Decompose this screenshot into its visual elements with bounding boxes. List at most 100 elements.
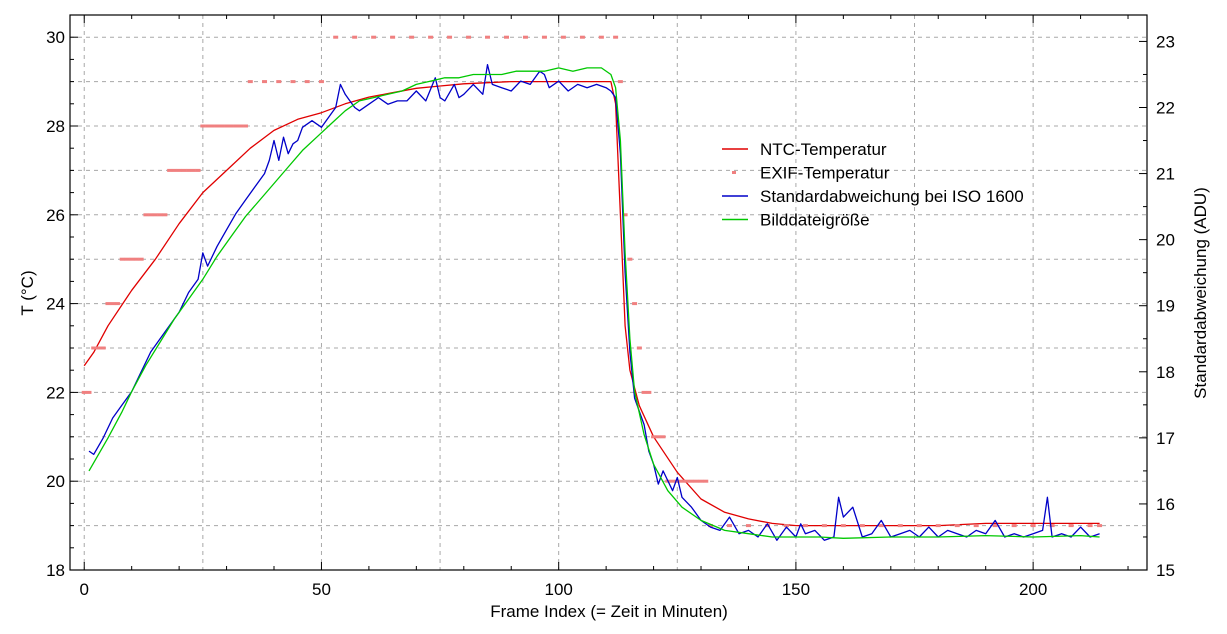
data-point: [176, 168, 182, 172]
data-point: [636, 346, 642, 350]
data-point: [617, 80, 623, 84]
data-point: [181, 168, 187, 172]
y-right-tick-label: 20: [1156, 231, 1175, 250]
data-point: [148, 213, 154, 217]
data-point: [243, 124, 249, 128]
data-point: [228, 124, 234, 128]
legend-label: NTC-Temperatur: [760, 140, 887, 159]
y-right-tick-label: 19: [1156, 297, 1175, 316]
data-point: [124, 257, 130, 261]
data-point: [81, 390, 87, 394]
data-point: [290, 80, 296, 84]
series-3-line: [88, 63, 1100, 541]
data-point: [655, 435, 661, 439]
data-point: [100, 346, 106, 350]
data-point: [371, 35, 377, 39]
y-axis-left-title: T (°C): [18, 270, 37, 315]
data-point: [821, 524, 827, 528]
legend-label: Standardabweichung bei ISO 1600: [760, 187, 1024, 206]
data-point: [233, 124, 239, 128]
grid: [70, 15, 1147, 571]
data-point: [698, 479, 704, 483]
data-point: [1097, 524, 1103, 528]
data-point: [157, 213, 163, 217]
y-right-tick-label: 23: [1156, 32, 1175, 51]
data-point: [598, 35, 604, 39]
plot-frame: [69, 14, 1148, 571]
data-point: [802, 524, 808, 528]
data-point: [859, 524, 865, 528]
data-point: [95, 346, 101, 350]
data-point: [954, 524, 960, 528]
plot-area: [81, 35, 1103, 541]
data-point: [466, 35, 472, 39]
data-point: [693, 479, 699, 483]
data-point: [304, 80, 310, 84]
data-point: [200, 124, 206, 128]
data-point: [651, 435, 657, 439]
data-point: [352, 35, 358, 39]
data-point: [110, 302, 116, 306]
data-point: [579, 35, 585, 39]
data-point: [171, 168, 177, 172]
data-point: [190, 168, 196, 172]
data-point: [1068, 524, 1074, 528]
y-right-tick-label: 22: [1156, 99, 1175, 118]
data-point: [783, 524, 789, 528]
data-point: [152, 213, 158, 217]
data-point: [641, 390, 647, 394]
y-left-tick-label: 24: [46, 295, 65, 314]
legend-marker: [732, 171, 736, 174]
data-point: [916, 524, 922, 528]
data-point: [205, 124, 211, 128]
y-left-tick-label: 22: [46, 383, 65, 402]
data-point: [195, 168, 201, 172]
legend-label: Bilddateigröße: [760, 211, 870, 230]
data-point: [679, 479, 685, 483]
data-point: [560, 35, 566, 39]
y-axis-right-title: Standardabweichung (ADU): [1191, 187, 1210, 399]
y-left-tick-label: 26: [46, 206, 65, 225]
y-right-tick-label: 21: [1156, 165, 1175, 184]
data-point: [129, 257, 135, 261]
data-point: [992, 524, 998, 528]
data-point: [162, 213, 168, 217]
data-point: [447, 35, 453, 39]
data-point: [219, 124, 225, 128]
y-left-tick-label: 18: [46, 561, 65, 580]
y-left-tick-label: 20: [46, 472, 65, 491]
data-point: [238, 124, 244, 128]
data-point: [840, 524, 846, 528]
data-point: [186, 168, 192, 172]
data-point: [541, 35, 547, 39]
data-point: [684, 479, 690, 483]
y-right-tick-label: 16: [1156, 495, 1175, 514]
data-point: [428, 35, 434, 39]
data-point: [670, 479, 676, 483]
data-point: [622, 213, 628, 217]
x-tick-label: 100: [544, 580, 572, 599]
data-point: [390, 35, 396, 39]
data-point: [708, 524, 714, 528]
data-point: [105, 302, 111, 306]
data-point: [91, 346, 97, 350]
data-point: [674, 479, 680, 483]
data-point: [1087, 524, 1093, 528]
x-tick-label: 50: [312, 580, 331, 599]
series-4-line: [88, 67, 1100, 539]
data-point: [632, 302, 638, 306]
data-point: [209, 124, 215, 128]
data-point: [764, 524, 770, 528]
data-point: [613, 35, 619, 39]
data-point: [935, 524, 941, 528]
legend: NTC-Temperatur EXIF-Temperatur Standardabw…: [722, 140, 1024, 230]
data-point: [133, 257, 139, 261]
data-point: [878, 524, 884, 528]
data-point: [522, 35, 528, 39]
data-point: [646, 390, 652, 394]
y-right-tick-label: 15: [1156, 561, 1175, 580]
data-point: [138, 257, 144, 261]
data-point: [224, 124, 230, 128]
data-point: [503, 35, 509, 39]
